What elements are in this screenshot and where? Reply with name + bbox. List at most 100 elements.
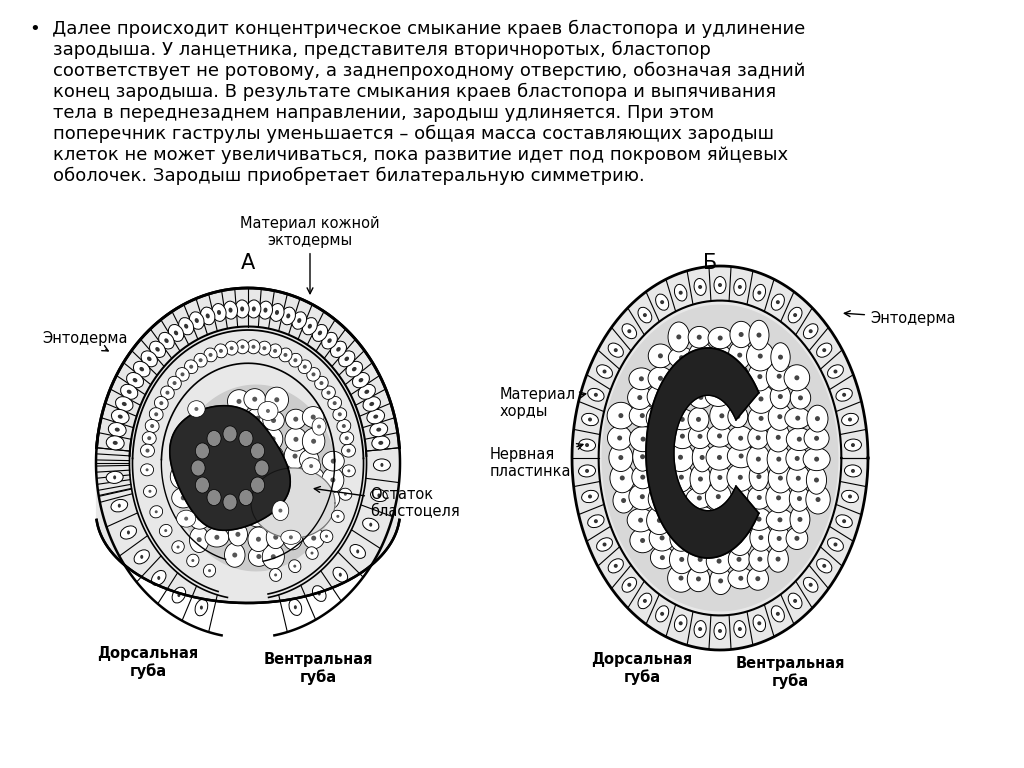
Ellipse shape: [312, 586, 326, 601]
Ellipse shape: [197, 537, 202, 542]
Ellipse shape: [255, 495, 260, 500]
Ellipse shape: [118, 415, 123, 419]
Ellipse shape: [197, 437, 202, 442]
Ellipse shape: [750, 524, 772, 551]
Ellipse shape: [232, 437, 238, 442]
Ellipse shape: [270, 303, 284, 321]
Ellipse shape: [270, 436, 275, 442]
Ellipse shape: [140, 554, 143, 559]
Ellipse shape: [836, 389, 852, 401]
Text: Б: Б: [702, 253, 717, 273]
Ellipse shape: [608, 559, 624, 573]
Ellipse shape: [316, 488, 340, 510]
Ellipse shape: [815, 497, 820, 502]
Ellipse shape: [327, 391, 331, 395]
Ellipse shape: [293, 417, 298, 422]
Ellipse shape: [232, 495, 238, 501]
Ellipse shape: [168, 325, 183, 342]
Ellipse shape: [225, 341, 239, 355]
Ellipse shape: [370, 402, 374, 406]
Ellipse shape: [274, 494, 280, 499]
Ellipse shape: [688, 342, 713, 370]
Ellipse shape: [310, 551, 313, 554]
Ellipse shape: [184, 517, 188, 521]
Ellipse shape: [186, 554, 199, 567]
Ellipse shape: [697, 434, 702, 439]
Ellipse shape: [265, 484, 289, 510]
Ellipse shape: [807, 406, 828, 432]
Ellipse shape: [219, 349, 223, 353]
Ellipse shape: [806, 466, 826, 494]
Ellipse shape: [325, 535, 328, 538]
Ellipse shape: [709, 364, 730, 393]
Ellipse shape: [308, 324, 312, 329]
Ellipse shape: [285, 428, 307, 451]
Ellipse shape: [842, 392, 846, 397]
Ellipse shape: [252, 475, 257, 480]
Ellipse shape: [746, 341, 774, 371]
Ellipse shape: [845, 439, 861, 451]
Ellipse shape: [206, 313, 210, 319]
Ellipse shape: [362, 396, 381, 412]
Ellipse shape: [177, 593, 180, 597]
Ellipse shape: [687, 566, 710, 591]
Ellipse shape: [322, 333, 337, 349]
Ellipse shape: [309, 464, 313, 468]
Ellipse shape: [679, 497, 684, 502]
Ellipse shape: [156, 347, 160, 352]
Ellipse shape: [339, 488, 352, 500]
Ellipse shape: [289, 535, 293, 539]
Ellipse shape: [195, 318, 199, 323]
Ellipse shape: [263, 308, 267, 313]
Ellipse shape: [293, 564, 296, 568]
Ellipse shape: [189, 527, 209, 552]
Ellipse shape: [106, 472, 123, 483]
Ellipse shape: [378, 441, 383, 445]
Ellipse shape: [727, 444, 755, 468]
Ellipse shape: [698, 476, 702, 482]
Ellipse shape: [686, 488, 713, 508]
Ellipse shape: [333, 408, 347, 421]
Ellipse shape: [281, 484, 300, 507]
Ellipse shape: [127, 372, 143, 388]
Ellipse shape: [303, 528, 325, 549]
Ellipse shape: [263, 411, 285, 430]
Ellipse shape: [579, 465, 596, 477]
Ellipse shape: [319, 381, 324, 385]
Ellipse shape: [371, 489, 387, 502]
Ellipse shape: [629, 368, 654, 389]
Ellipse shape: [746, 445, 770, 474]
Ellipse shape: [244, 389, 265, 410]
Ellipse shape: [322, 468, 344, 492]
Ellipse shape: [749, 320, 769, 350]
Ellipse shape: [617, 435, 623, 441]
Ellipse shape: [260, 445, 284, 468]
Ellipse shape: [756, 576, 761, 581]
Ellipse shape: [374, 415, 378, 419]
Ellipse shape: [790, 505, 810, 533]
Ellipse shape: [696, 335, 701, 339]
Ellipse shape: [208, 429, 230, 450]
Ellipse shape: [627, 508, 654, 532]
Ellipse shape: [331, 341, 346, 357]
Ellipse shape: [788, 307, 802, 323]
Ellipse shape: [650, 546, 675, 569]
Ellipse shape: [768, 546, 788, 572]
Ellipse shape: [189, 408, 212, 432]
Ellipse shape: [628, 386, 652, 409]
Ellipse shape: [223, 494, 237, 510]
Ellipse shape: [140, 444, 155, 457]
Ellipse shape: [331, 458, 336, 464]
Ellipse shape: [204, 348, 217, 362]
Ellipse shape: [777, 518, 782, 522]
Ellipse shape: [265, 387, 289, 412]
Ellipse shape: [657, 415, 663, 421]
Ellipse shape: [728, 406, 748, 428]
Ellipse shape: [287, 467, 305, 492]
Ellipse shape: [172, 488, 195, 508]
Ellipse shape: [767, 422, 790, 452]
Text: Дорсальная
губа: Дорсальная губа: [97, 646, 199, 679]
Ellipse shape: [311, 439, 316, 444]
Ellipse shape: [224, 543, 245, 568]
Ellipse shape: [746, 508, 771, 531]
